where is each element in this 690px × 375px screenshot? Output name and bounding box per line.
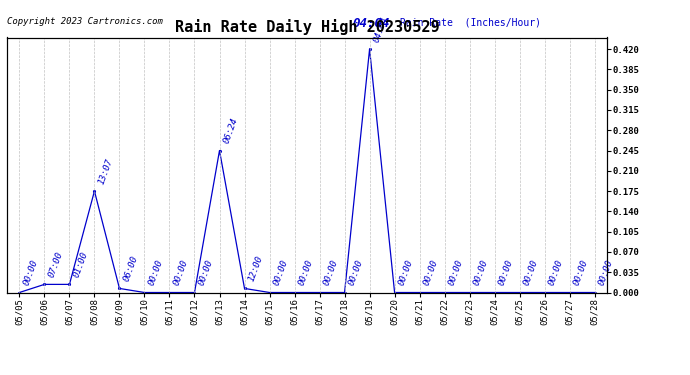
Text: 00:00: 00:00: [497, 258, 515, 287]
Text: Rain Rate  (Inches/Hour): Rain Rate (Inches/Hour): [400, 17, 541, 27]
Text: 00:00: 00:00: [22, 258, 39, 287]
Title: Rain Rate Daily High 20230529: Rain Rate Daily High 20230529: [175, 19, 440, 35]
Text: 13:07: 13:07: [97, 157, 115, 185]
Text: 06:00: 06:00: [122, 254, 139, 283]
Text: 00:00: 00:00: [147, 258, 165, 287]
Text: 00:00: 00:00: [598, 258, 615, 287]
Text: 00:00: 00:00: [347, 258, 365, 287]
Text: 06:24: 06:24: [222, 116, 239, 145]
Text: 00:00: 00:00: [397, 258, 415, 287]
Text: Copyright 2023 Cartronics.com: Copyright 2023 Cartronics.com: [7, 17, 163, 26]
Text: 00:00: 00:00: [322, 258, 339, 287]
Text: 12:00: 12:00: [247, 254, 265, 283]
Text: 00:00: 00:00: [172, 258, 190, 287]
Text: 04:04: 04:04: [352, 17, 390, 30]
Text: 00:00: 00:00: [447, 258, 465, 287]
Text: 00:00: 00:00: [472, 258, 490, 287]
Text: 07:00: 07:00: [47, 250, 65, 279]
Text: 00:00: 00:00: [272, 258, 290, 287]
Text: 00:00: 00:00: [547, 258, 565, 287]
Text: 00:00: 00:00: [197, 258, 215, 287]
Text: 00:00: 00:00: [422, 258, 440, 287]
Text: 00:00: 00:00: [522, 258, 540, 287]
Text: 00:00: 00:00: [572, 258, 590, 287]
Text: 04:04: 04:04: [372, 15, 390, 43]
Text: 00:00: 00:00: [297, 258, 315, 287]
Text: 01:00: 01:00: [72, 250, 90, 279]
